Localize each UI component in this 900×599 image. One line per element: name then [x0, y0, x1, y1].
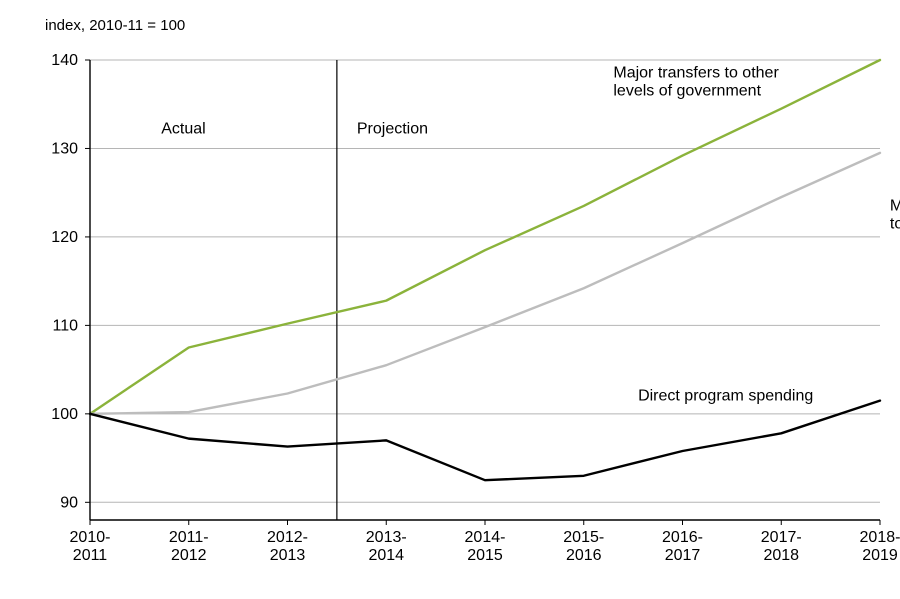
x-tick-label: 2013: [270, 547, 306, 564]
x-tick-label: 2015: [467, 547, 503, 564]
y-tick-label: 90: [60, 494, 78, 511]
line-chart: 90 100 110 120 130 140 2010-2011 2011-2012 2012-…: [0, 0, 900, 599]
x-tick-label: 2018: [763, 547, 799, 564]
y-tick-label: 120: [51, 229, 78, 246]
x-tick-label: 2016-: [662, 529, 703, 546]
x-tick-label: 2014-: [465, 529, 506, 546]
x-tick-label: 2011-: [169, 529, 209, 546]
x-tick-label: 2012-: [267, 529, 308, 546]
x-tick-label: 2012: [171, 547, 207, 564]
region-label-actual: Actual: [161, 121, 205, 138]
series-label: to persons: [890, 215, 900, 232]
series-label: Major transfers to other: [613, 65, 779, 82]
region-label-projection: Projection: [357, 121, 428, 138]
x-tick-label: 2013-: [366, 529, 407, 546]
x-tick-label: 2017-: [761, 529, 802, 546]
chart-subtitle: index, 2010-11 = 100: [45, 17, 185, 34]
y-tick-label: 100: [51, 406, 78, 423]
y-tick-label: 130: [51, 140, 78, 157]
x-tick-label: 2014: [368, 547, 404, 564]
y-tick-label: 110: [52, 317, 78, 334]
x-tick-label: 2011: [73, 547, 108, 564]
x-tick-label: 2017: [665, 547, 701, 564]
x-tick-label: 2010-: [70, 529, 111, 546]
series-label: Major transfers: [890, 197, 900, 214]
x-tick-label: 2019: [862, 547, 898, 564]
series-label: Direct program spending: [638, 388, 813, 405]
x-tick-label: 2015-: [563, 529, 604, 546]
y-tick-label: 140: [51, 52, 78, 69]
series-label: levels of government: [613, 83, 761, 100]
chart-container: 90 100 110 120 130 140 2010-2011 2011-2012 2012-…: [0, 0, 900, 599]
x-tick-label: 2018-: [860, 529, 900, 546]
x-tick-label: 2016: [566, 547, 602, 564]
